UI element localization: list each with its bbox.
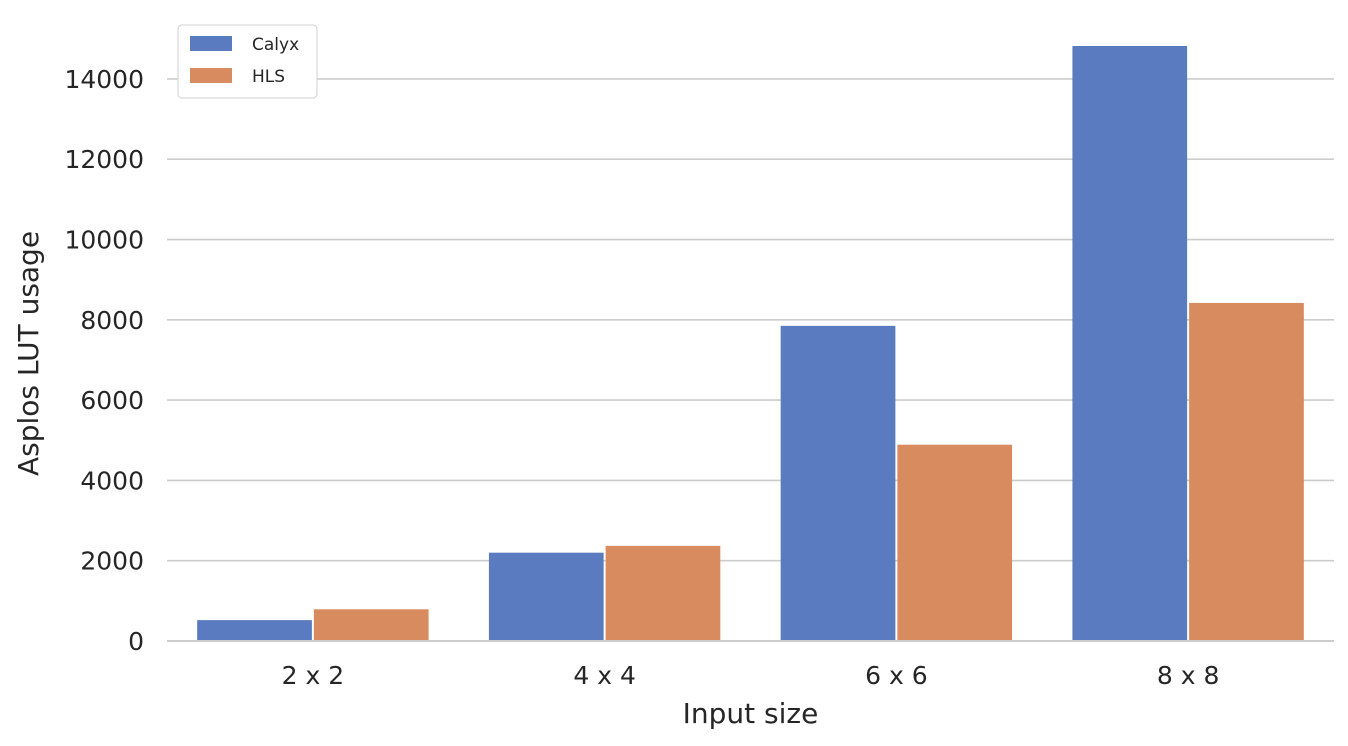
legend-swatch-calyx xyxy=(190,36,232,51)
bar-calyx-3 xyxy=(1072,46,1188,641)
bar-calyx-0 xyxy=(197,620,312,641)
x-tick-labels: 2 x 2 4 x 4 6 x 6 8 x 8 xyxy=(282,661,1220,690)
legend-swatch-hls xyxy=(190,68,232,83)
x-tick-label: 6 x 6 xyxy=(865,661,928,690)
bar-hls-2 xyxy=(897,444,1013,641)
y-tick-label: 10000 xyxy=(64,226,144,255)
y-tick-label: 0 xyxy=(128,627,144,656)
y-tick-label: 6000 xyxy=(80,386,144,415)
bar-hls-3 xyxy=(1189,302,1304,641)
x-tick-label: 4 x 4 xyxy=(573,661,636,690)
bar-calyx-1 xyxy=(488,552,604,641)
y-gridlines xyxy=(167,78,1334,562)
bars xyxy=(197,46,1304,641)
y-tick-labels: 0 2000 4000 6000 8000 10000 12000 14000 xyxy=(64,65,144,656)
y-tick-label: 14000 xyxy=(64,65,144,94)
legend-label-hls: HLS xyxy=(252,67,285,87)
y-tick-label: 8000 xyxy=(80,306,144,335)
bar-hls-1 xyxy=(605,545,721,641)
y-tick-label: 4000 xyxy=(80,466,144,495)
x-tick-label: 2 x 2 xyxy=(282,661,345,690)
bar-hls-0 xyxy=(313,609,429,641)
bar-calyx-2 xyxy=(780,325,896,641)
legend: Calyx HLS xyxy=(177,24,318,99)
y-tick-label: 12000 xyxy=(64,145,144,174)
x-tick-label: 8 x 8 xyxy=(1157,661,1220,690)
legend-label-calyx: Calyx xyxy=(252,35,299,55)
y-axis-label: Asplos LUT usage xyxy=(12,231,45,476)
x-axis-label: Input size xyxy=(683,697,819,730)
y-tick-label: 2000 xyxy=(80,547,144,576)
